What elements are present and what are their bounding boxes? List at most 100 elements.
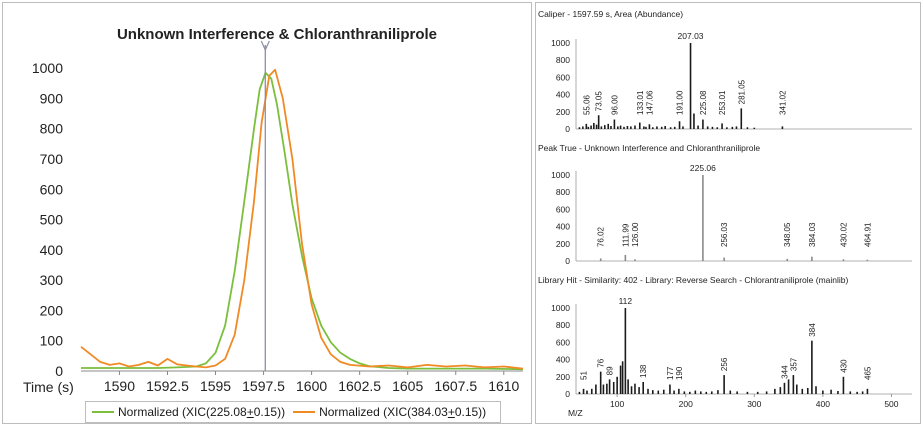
peak-true-spectrum-title: Peak True - Unknown Interference and Chl… <box>538 143 760 153</box>
library-x-tick-label: 500 <box>884 399 898 409</box>
library-x-tick-label: 300 <box>747 399 761 409</box>
xic-x-tick-label: 1605 <box>392 378 423 394</box>
legend-label-225-pm: + <box>246 405 254 419</box>
library-peak-label: 76 <box>597 358 606 367</box>
caliper-y-tick-label: 200 <box>556 107 570 117</box>
xic-x-tick-label: 1595 <box>200 378 231 394</box>
legend-label-384-suffix: 0.15)) <box>454 405 487 419</box>
spectra-charts: Caliper - 1597.59 s, Area (Abundance) 0 2… <box>538 9 912 418</box>
xic-x-tick-label: 1600 <box>296 378 327 394</box>
library-y-tick-label: 1000 <box>551 303 570 313</box>
library-peak-label: 256 <box>720 357 729 371</box>
library-peak-label: 357 <box>789 357 798 371</box>
xic-y-tick-label: 0 <box>55 363 63 379</box>
library-peak-label: 465 <box>863 366 872 380</box>
caliper-peak-label: 253.01 <box>718 90 727 115</box>
library-peak-label: 177 <box>666 366 675 380</box>
xic-series-225-line <box>81 71 524 371</box>
caliper-spectrum: 0 200 400 600 800 1000 55.06 73.05 96.00 133.01 14… <box>551 31 912 134</box>
peak-true-peak-label: 348.05 <box>783 222 792 247</box>
xic-series-384-line <box>80 68 524 370</box>
library-peak-label: 138 <box>639 364 648 378</box>
peak-true-peak-label: 126.00 <box>631 222 640 247</box>
library-y-tick-label: 600 <box>556 337 570 347</box>
xic-x-tick-label: 1607.5 <box>434 378 477 394</box>
peak-true-peak-label: 76.02 <box>597 226 606 247</box>
caliper-peak-label: 191.00 <box>676 90 685 115</box>
caliper-peak-label: 147.06 <box>645 90 654 115</box>
library-y-tick-label: 0 <box>565 389 570 399</box>
xic-chart: Unknown Interference & Chloranthranilipr… <box>23 26 524 395</box>
peak-true-peak-label: 111.99 <box>621 223 630 247</box>
caliper-peak-label: 207.03 <box>678 31 704 41</box>
legend-label-384-pm: + <box>447 405 455 419</box>
xic-chart-title: Unknown Interference & Chloranthranilipr… <box>117 26 437 43</box>
caliper-y-tick-label: 800 <box>556 55 570 65</box>
caliper-peak-label: 281.05 <box>737 79 746 104</box>
legend-item-225: Normalized (XIC(225.08 +0.15)) <box>92 405 285 419</box>
library-y-tick-label: 400 <box>556 355 570 365</box>
caliper-peak-label: 73.05 <box>595 91 604 112</box>
library-peak-label: 89 <box>606 366 615 375</box>
caliper-peak-label: 341.02 <box>778 90 787 115</box>
xic-x-tick-label: 1610 <box>488 378 519 394</box>
xic-x-axis-label: Time (s) <box>23 379 74 395</box>
legend-swatch-225 <box>92 411 114 413</box>
peak-true-y-tick-label: 1000 <box>551 170 570 180</box>
legend-label-225-prefix: Normalized (XIC(225.08 <box>118 405 247 419</box>
xic-y-tick-label: 200 <box>40 302 64 318</box>
xic-y-tick-label: 800 <box>40 121 64 137</box>
library-x-tick-label: 200 <box>679 399 693 409</box>
library-x-tick-label: 100 <box>610 399 624 409</box>
xic-x-tick-label: 1602.5 <box>338 378 381 394</box>
library-y-tick-label: 200 <box>556 372 570 382</box>
xic-y-tick-label: 300 <box>40 272 64 288</box>
caliper-peak-label: 225.08 <box>699 90 708 115</box>
legend-item-384: Normalized (XIC(384.03 +0.15)) <box>293 405 486 419</box>
peak-true-peak-label: 464.91 <box>863 222 872 247</box>
xic-y-tick-label: 600 <box>40 181 64 197</box>
caliper-peak-label: 55.06 <box>582 94 591 115</box>
peak-true-peak-label: 430.02 <box>839 222 848 247</box>
library-hit-spectrum-title: Library Hit - Similarity: 402 - Library:… <box>538 275 849 285</box>
peak-true-y-tick-label: 600 <box>556 204 570 214</box>
caliper-y-tick-label: 1000 <box>551 38 570 48</box>
xic-x-tick-label: 1592.5 <box>146 378 189 394</box>
peak-true-y-tick-label: 200 <box>556 239 570 249</box>
peak-true-y-tick-label: 400 <box>556 222 570 232</box>
library-y-tick-label: 800 <box>556 320 570 330</box>
caliper-y-tick-label: 400 <box>556 90 570 100</box>
library-peak-label: 112 <box>619 296 633 306</box>
peak-true-y-tick-label: 0 <box>565 256 570 266</box>
mz-axis-label: M/Z <box>568 408 583 418</box>
peak-true-peak-label: 384.03 <box>808 222 817 247</box>
spectra-panel: Caliper - 1597.59 s, Area (Abundance) 0 2… <box>535 2 921 424</box>
caliper-marker-icon <box>260 40 270 52</box>
xic-x-tick-label: 1597.5 <box>242 378 285 394</box>
xic-y-tick-label: 700 <box>40 151 64 167</box>
xic-legend: Normalized (XIC(225.08 +0.15)) Normalized… <box>85 401 502 423</box>
xic-y-tick-label: 500 <box>40 212 64 228</box>
library-peak-label: 344 <box>780 365 789 379</box>
peak-true-peak-label: 256.03 <box>720 222 729 247</box>
library-x-tick-label: 400 <box>816 399 830 409</box>
caliper-peak-label: 133.01 <box>636 90 645 115</box>
caliper-y-tick-label: 0 <box>565 124 570 134</box>
caliper-spectrum-title: Caliper - 1597.59 s, Area (Abundance) <box>538 9 683 19</box>
caliper-peak-label: 96.00 <box>610 94 619 115</box>
peak-true-peak-label: 225.06 <box>690 163 716 173</box>
peak-true-y-tick-label: 800 <box>556 187 570 197</box>
library-peak-label: 51 <box>580 371 589 380</box>
xic-y-tick-label: 400 <box>40 242 64 258</box>
xic-y-tick-label: 1000 <box>32 60 63 76</box>
legend-label-384-prefix: Normalized (XIC(384.03 <box>319 405 448 419</box>
xic-chart-panel: Unknown Interference & Chloranthranilipr… <box>2 2 532 424</box>
legend-label-225-suffix: 0.15)) <box>253 405 286 419</box>
legend-swatch-384 <box>293 411 316 413</box>
library-peak-label: 384 <box>808 323 817 337</box>
caliper-y-tick-label: 600 <box>556 72 570 82</box>
xic-y-tick-label: 100 <box>40 333 64 349</box>
xic-y-tick-label: 900 <box>40 90 64 106</box>
library-peak-label: 430 <box>839 359 848 373</box>
